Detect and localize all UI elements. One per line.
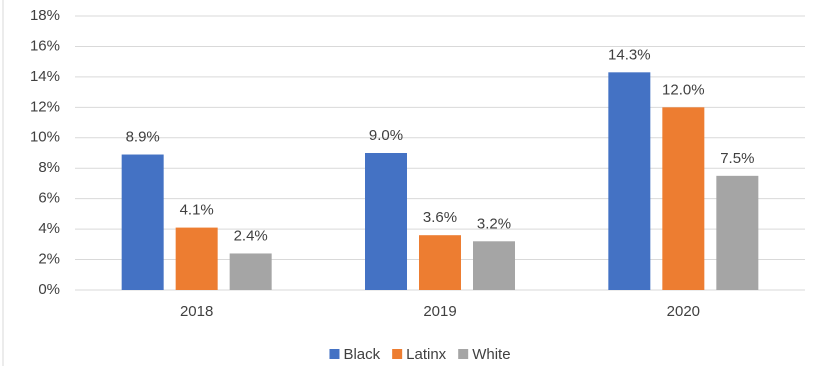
data-label: 4.1%: [180, 202, 214, 219]
x-tick-label: 2020: [667, 303, 700, 320]
y-tick-label: 6%: [38, 190, 60, 207]
bar: [608, 72, 651, 290]
bar: [365, 153, 407, 290]
y-tick-label: 16%: [30, 37, 60, 54]
bar: [229, 253, 272, 290]
y-tick-label: 2%: [38, 251, 60, 268]
legend-swatch: [392, 349, 403, 359]
y-tick-label: 12%: [30, 98, 60, 115]
data-label: 14.3%: [608, 46, 651, 63]
bar: [175, 227, 218, 290]
legend: Black Latinx White: [329, 346, 511, 363]
x-tick-label: 2019: [423, 303, 456, 320]
data-label: 2.4%: [234, 227, 268, 244]
legend-label: White: [472, 346, 510, 363]
bar: [121, 154, 164, 290]
data-label: 3.6%: [423, 209, 457, 226]
legend-label: Black: [343, 346, 380, 363]
bar: [662, 107, 705, 290]
legend-swatch: [329, 349, 340, 359]
legend-label: Latinx: [406, 346, 447, 363]
data-label: 7.5%: [720, 150, 754, 167]
y-tick-label: 10%: [30, 129, 60, 146]
y-tick-label: 4%: [38, 220, 60, 237]
data-label: 12.0%: [662, 81, 705, 98]
bar: [419, 235, 461, 290]
data-label: 8.9%: [126, 128, 160, 145]
y-tick-label: 0%: [38, 281, 60, 298]
y-tick-label: 18%: [30, 7, 60, 24]
data-label: 9.0%: [369, 127, 403, 144]
legend-swatch: [458, 349, 469, 359]
bar: [716, 175, 759, 290]
y-tick-label: 8%: [38, 159, 60, 176]
bar: [473, 241, 515, 290]
y-tick-label: 14%: [30, 68, 60, 85]
x-tick-label: 2018: [180, 303, 213, 320]
data-label: 3.2%: [477, 215, 511, 232]
